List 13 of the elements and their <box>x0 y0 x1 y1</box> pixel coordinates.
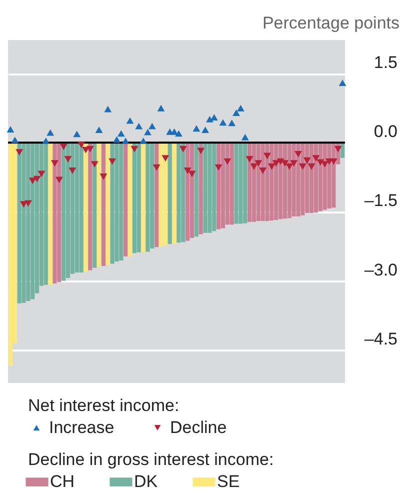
y-tick-label: –1.5 <box>364 191 398 210</box>
y-tick-label: –3.0 <box>364 260 398 280</box>
text: Decline in gross interest income: <box>28 450 274 469</box>
legend-label: SE <box>217 472 240 491</box>
legend-label: Increase <box>49 418 114 437</box>
legend-label: CH <box>50 472 75 491</box>
y-tick-label: –4.5 <box>364 329 398 348</box>
text: Net interest income: <box>28 396 180 415</box>
y-tick-label: 0.0 <box>374 122 398 142</box>
y-tick-label: 1.5 <box>374 53 398 72</box>
legend-label: DK <box>134 472 158 491</box>
y-axis-title: Percentage points <box>262 14 400 32</box>
legend-label: Decline <box>170 418 227 437</box>
